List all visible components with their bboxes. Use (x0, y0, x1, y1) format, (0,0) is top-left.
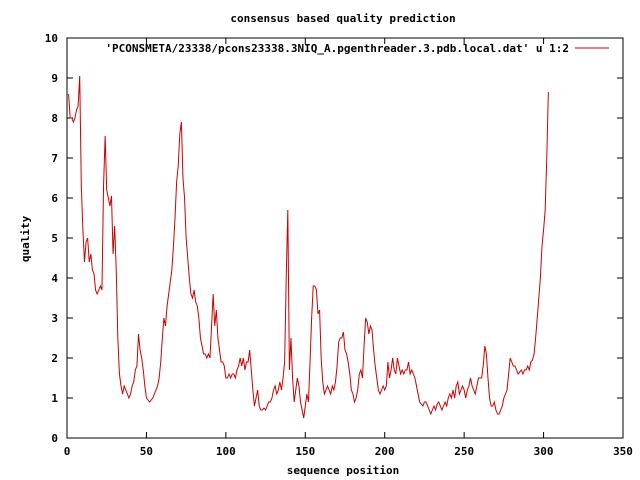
y-tick-label: 2 (51, 352, 58, 365)
axis-ticks: 0 50 100 150 200 250 300 350 0 1 2 3 4 5 6 7 8 9 10 (45, 32, 633, 458)
x-tick-label: 350 (613, 445, 633, 458)
x-tick-label: 200 (375, 445, 395, 458)
y-tick-label: 9 (51, 72, 58, 85)
legend-entry-label: 'PCONSMETA/23338/pcons23338.3NIQ_A.pgent… (105, 42, 569, 55)
series-line (68, 75, 549, 419)
x-tick-label: 0 (64, 445, 71, 458)
series-layer (68, 75, 549, 419)
y-tick-label: 8 (51, 112, 58, 125)
x-tick-label: 50 (140, 445, 153, 458)
x-tick-label: 250 (454, 445, 474, 458)
y-tick-label: 10 (45, 32, 58, 45)
x-tick-label: 300 (534, 445, 554, 458)
y-tick-label: 7 (51, 152, 58, 165)
x-tick-label: 150 (295, 445, 315, 458)
series-points (69, 76, 549, 418)
y-tick-label: 0 (51, 432, 58, 445)
chart-title: consensus based quality prediction (230, 12, 455, 25)
y-tick-label: 3 (51, 312, 58, 325)
x-tick-label: 100 (216, 445, 236, 458)
y-tick-label: 1 (51, 392, 58, 405)
plot-frame (66, 37, 624, 439)
y-tick-label: 4 (51, 272, 58, 285)
y-tick-label: 5 (51, 232, 58, 245)
legend: 'PCONSMETA/23338/pcons23338.3NIQ_A.pgent… (105, 42, 609, 55)
y-tick-label: 6 (51, 192, 58, 205)
x-axis-title: sequence position (287, 464, 400, 477)
y-axis-title: quality (19, 215, 32, 262)
